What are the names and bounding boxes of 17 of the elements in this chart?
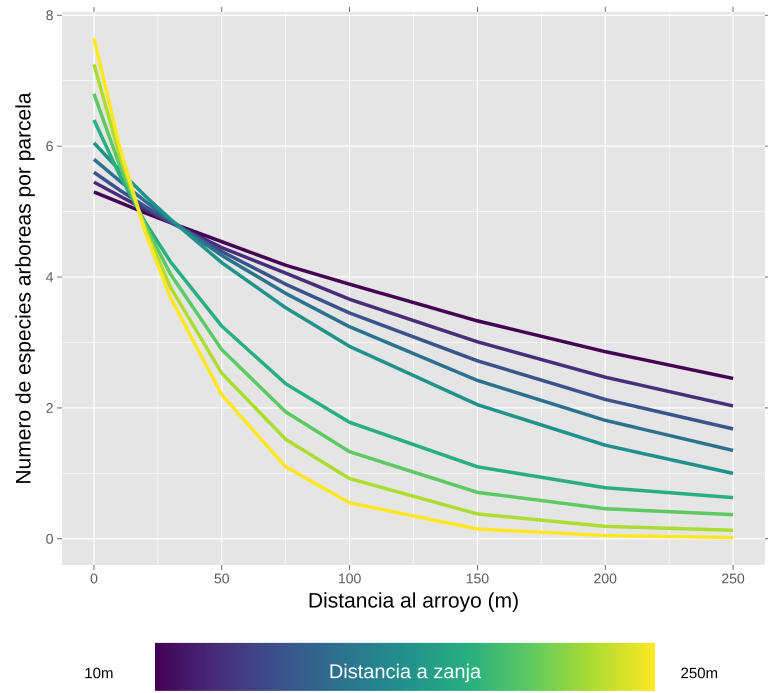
x-tick-label: 50 xyxy=(214,574,230,584)
y-tick-label: 6 xyxy=(46,141,53,152)
y-tick-label: 8 xyxy=(46,10,53,20)
color-bar-label: 10m xyxy=(85,668,112,678)
color-bar-title: Distancia a zanja xyxy=(330,664,482,682)
line-series xyxy=(92,190,735,380)
y-tick-label: 0 xyxy=(46,534,53,544)
y-tick-label: 2 xyxy=(46,403,53,413)
color-bar-label: 250m xyxy=(681,668,718,678)
x-tick-label: 250 xyxy=(722,574,744,584)
x-tick-label: 150 xyxy=(466,574,489,584)
y-tick-label: 4 xyxy=(46,272,54,282)
x-tick-label: 200 xyxy=(594,574,616,584)
y-axis-title: Numero de especies arboreas por parcela xyxy=(15,92,35,483)
x-tick-label: 0 xyxy=(90,574,98,584)
x-tick-label: 100 xyxy=(338,574,361,584)
x-axis-title: Distancia al arroyo (m) xyxy=(310,592,518,612)
